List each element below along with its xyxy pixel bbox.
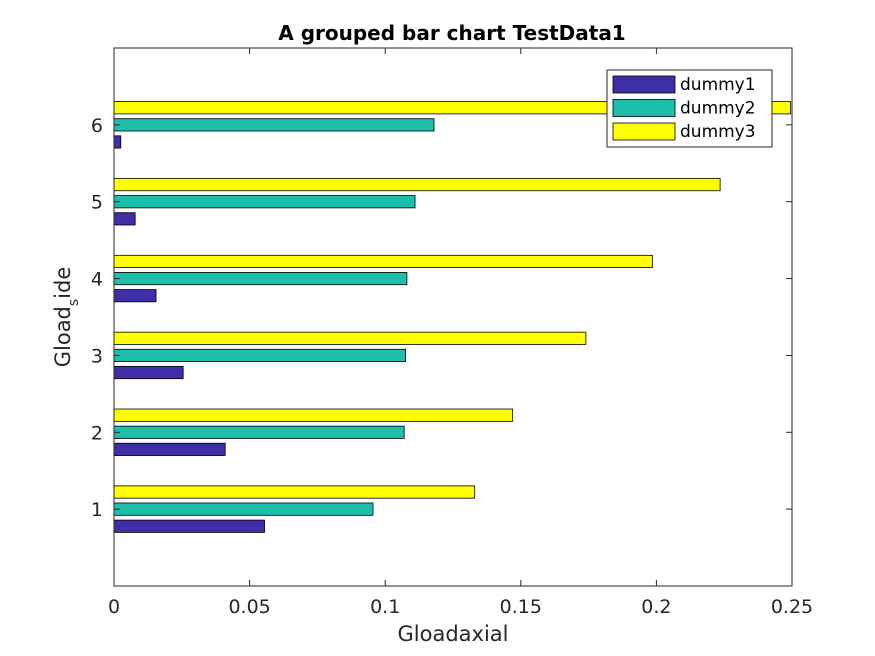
bar-dummy2-5 [113, 195, 416, 209]
x-tick-label: 0.1 [370, 596, 400, 618]
ticks-group: 0 0.05 0.1 0.15 0.2 0.25 1 2 3 4 5 6 [91, 48, 813, 618]
y-axis-label: Gloadside [51, 267, 82, 368]
bar-dummy1-3 [113, 365, 184, 380]
y-tick-label-2: 2 [91, 422, 103, 444]
plot-frame [113, 47, 793, 587]
bar-dummy3-4 [113, 254, 653, 269]
y-axis-label-tail: ide [51, 267, 75, 299]
bar-dummy2-1 [113, 502, 374, 516]
x-tick-label: 0.05 [228, 596, 270, 618]
x-axis-label: Gloadaxial [398, 622, 509, 646]
bar-dummy1-2 [113, 442, 226, 456]
legend-label-dummy2: dummy2 [680, 99, 756, 119]
y-tick-label-5: 5 [91, 192, 103, 214]
legend-label-dummy3: dummy3 [680, 122, 756, 142]
bar-dummy3-2 [113, 408, 514, 422]
bar-dummy2-3 [113, 348, 406, 362]
bar-dummy1-5 [113, 212, 136, 226]
y-tick-label-6: 6 [91, 115, 103, 137]
y-tick-label-4: 4 [91, 269, 103, 291]
y-axis-label-sub: s [66, 299, 82, 306]
legend-swatch-dummy3 [612, 122, 676, 141]
y-axis-label-main: Gload [51, 306, 75, 367]
legend-label-dummy1: dummy1 [680, 75, 756, 95]
x-tick-label: 0 [108, 596, 120, 618]
x-tick-label: 0.25 [771, 596, 813, 618]
bar-dummy2-6 [113, 118, 435, 132]
x-tick-label: 0.2 [641, 596, 671, 618]
bar-dummy1-6 [113, 135, 122, 149]
bar-dummy1-1 [113, 519, 265, 533]
legend-swatch-dummy2 [612, 99, 676, 117]
bars-group [113, 101, 792, 533]
bar-dummy3-1 [113, 485, 476, 499]
x-tick-label: 0.15 [500, 596, 542, 618]
bar-dummy1-4 [113, 289, 157, 303]
y-tick-label-3: 3 [91, 345, 103, 367]
bar-dummy2-2 [113, 425, 405, 439]
legend-swatch-dummy1 [612, 75, 676, 94]
bar-dummy3-3 [113, 331, 587, 345]
y-axis-label-group: Gloadside [51, 267, 82, 368]
bar-dummy3-5 [113, 178, 721, 192]
legend: dummy1 dummy2 dummy3 [606, 69, 773, 148]
bar-dummy2-4 [113, 272, 408, 286]
y-tick-label-1: 1 [91, 499, 103, 521]
chart-title: A grouped bar chart TestData1 [278, 21, 625, 45]
